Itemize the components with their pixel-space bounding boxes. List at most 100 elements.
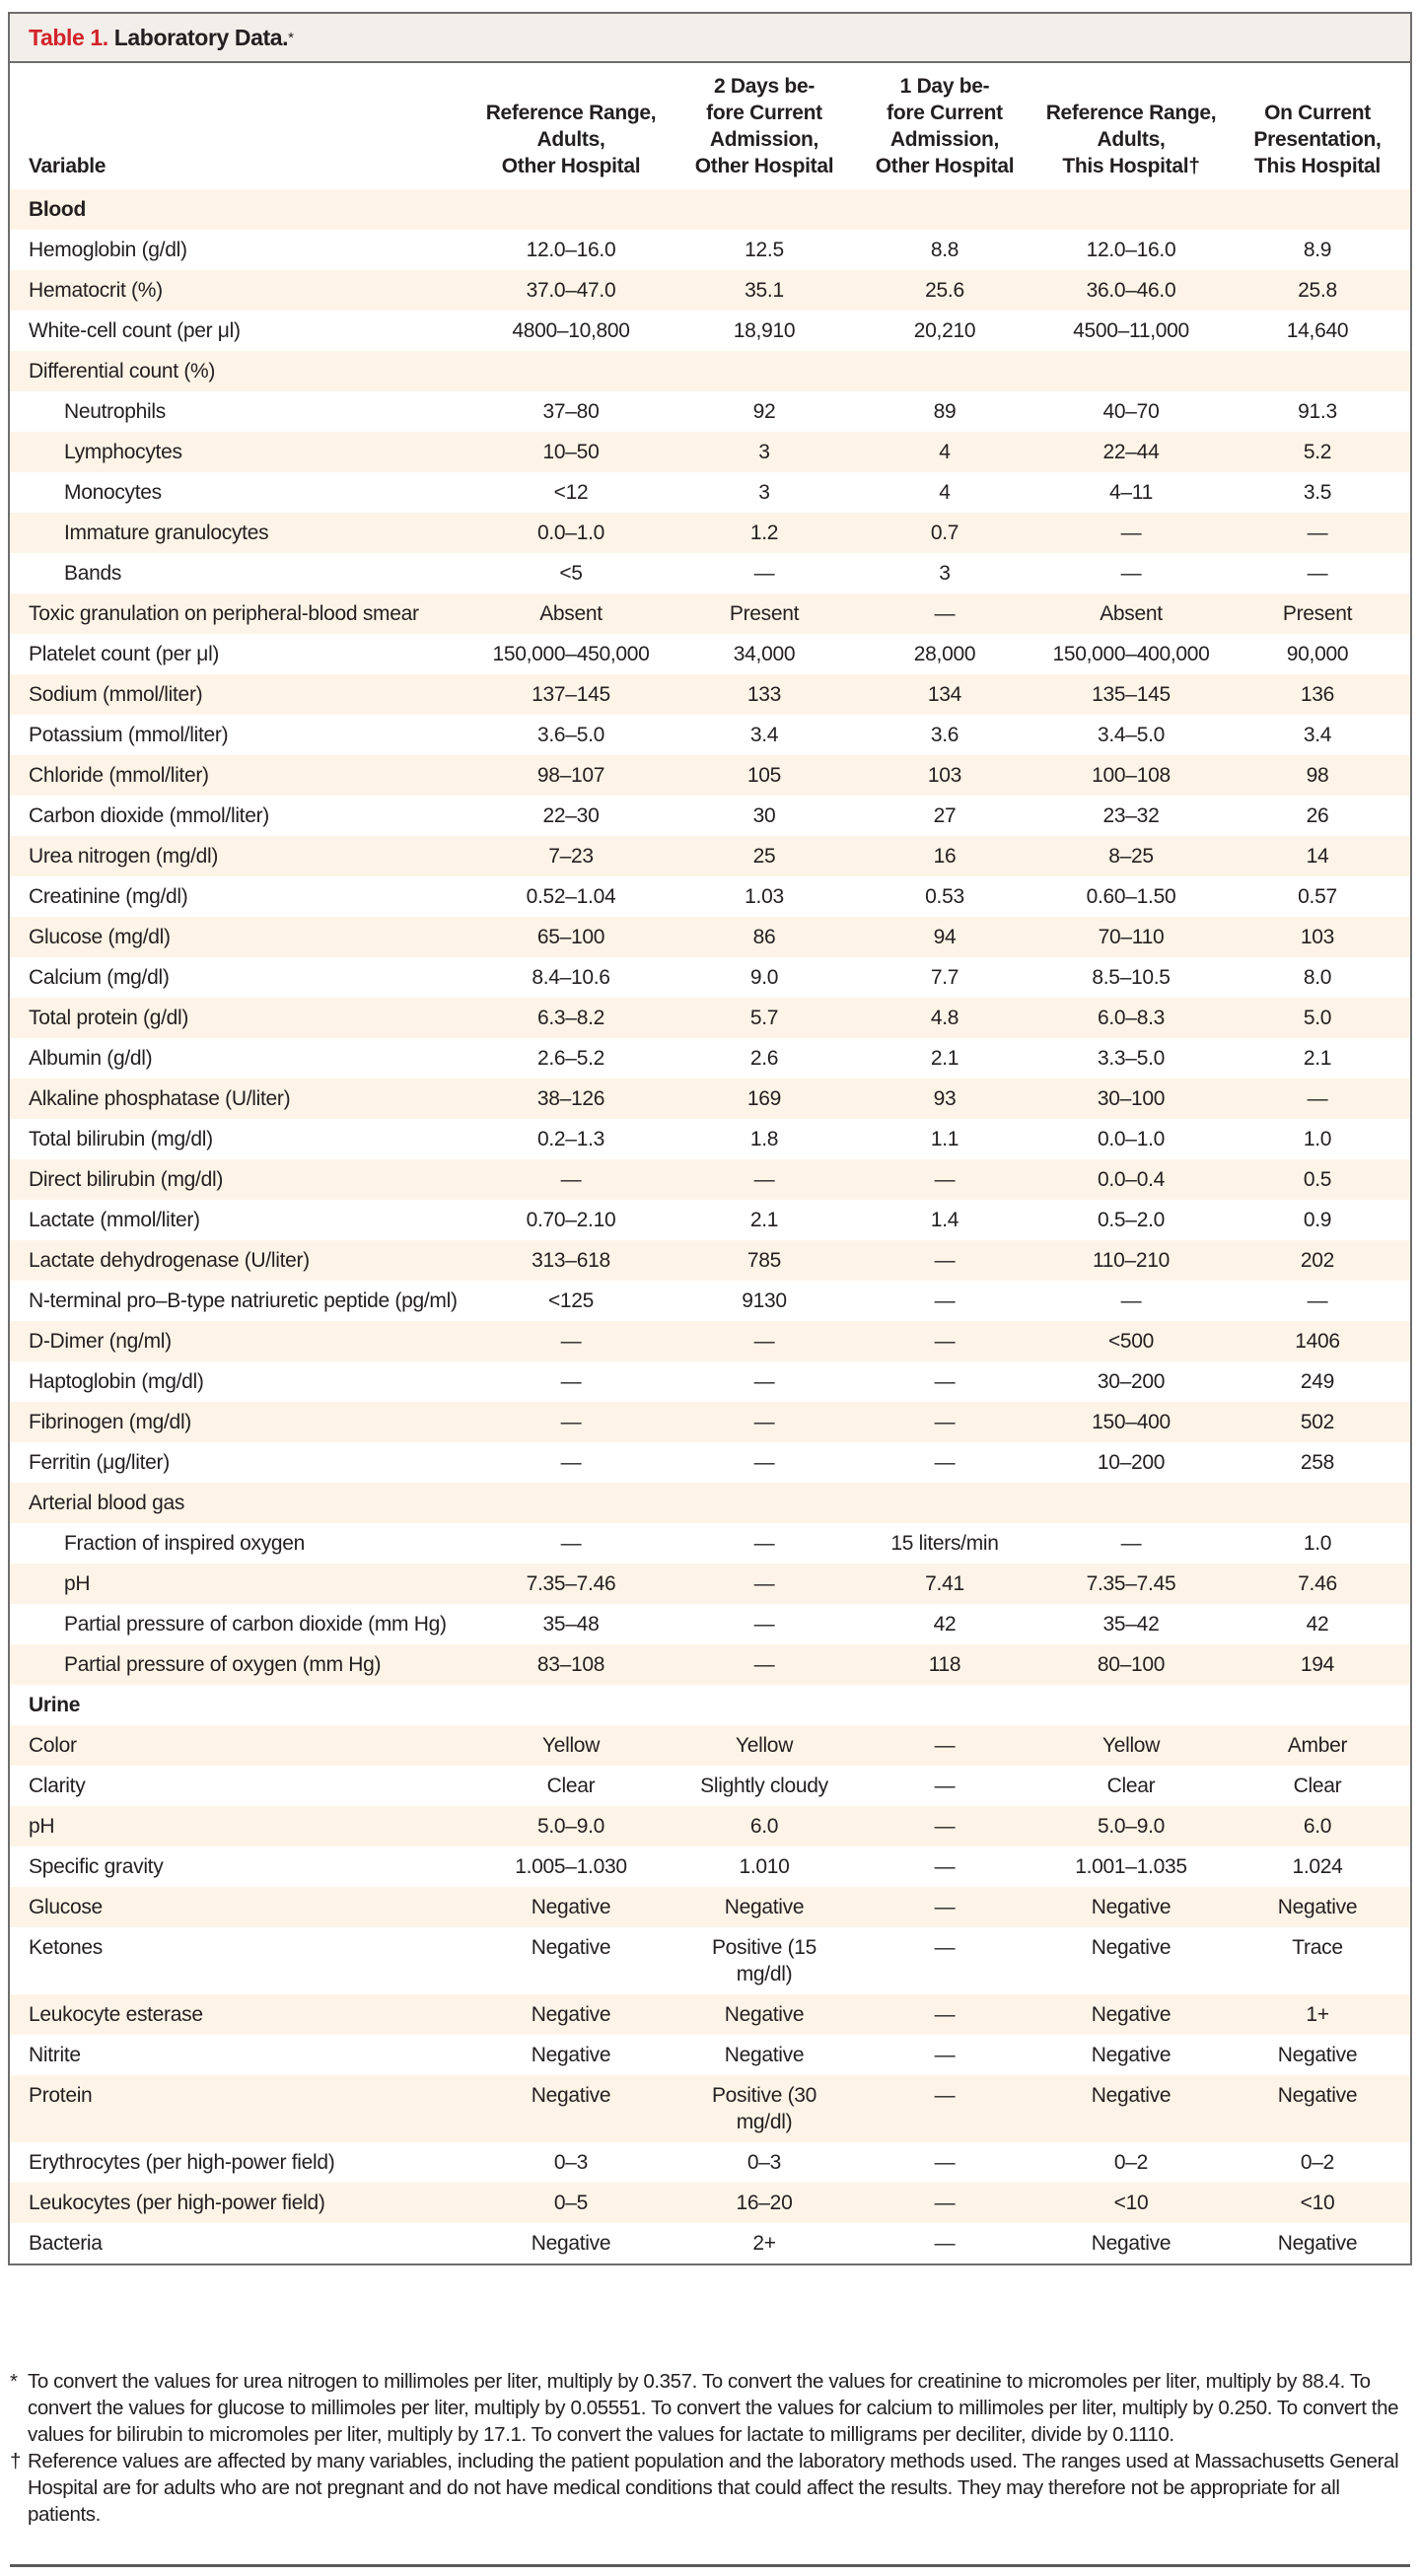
- variable-cell: Bacteria: [10, 2223, 465, 2263]
- value-cell: 12.5: [676, 230, 852, 270]
- table-row: Sodium (mmol/liter) 137–145 133 134 135–145 1…: [10, 674, 1410, 715]
- value-cell: 7.35–7.45: [1037, 1564, 1225, 1604]
- variable-label: pH: [29, 1815, 55, 1838]
- variable-label: Urea nitrogen (mg/dl): [29, 845, 219, 868]
- value: 91.3: [1298, 400, 1337, 423]
- value-cell: Amber: [1225, 1725, 1410, 1766]
- table-row: Differential count (%): [10, 351, 1410, 391]
- value-cell: 98–107: [465, 755, 676, 796]
- value-cell: 2.6: [676, 1038, 852, 1079]
- value: 36.0–46.0: [1086, 279, 1176, 302]
- value-cell: —: [852, 2142, 1037, 2183]
- table-row: Bands <5 — 3 — —: [10, 553, 1410, 593]
- value-cell: [465, 189, 676, 230]
- value-cell: 100–108: [1037, 755, 1225, 796]
- value: —: [934, 2044, 956, 2066]
- value: 70–110: [1098, 926, 1165, 948]
- value: Negative: [531, 1936, 611, 1959]
- value-cell: 4800–10,800: [465, 311, 676, 351]
- value-cell: Positive (30 mg/dl): [676, 2075, 852, 2142]
- value-cell: 16: [852, 836, 1037, 876]
- value: Negative: [1091, 2232, 1172, 2255]
- variable-cell: Fraction of inspired oxygen: [10, 1523, 465, 1564]
- value-cell: 80–100: [1037, 1644, 1225, 1685]
- value-cell: Negative: [1225, 1887, 1410, 1927]
- value: 4800–10,800: [512, 319, 630, 342]
- table-row: Chloride (mmol/liter) 98–107 105 103 100–108…: [10, 755, 1410, 796]
- value: 249: [1300, 1370, 1335, 1393]
- value-cell: 28,000: [852, 634, 1037, 674]
- variable-label: Alkaline phosphatase (U/liter): [29, 1087, 291, 1110]
- value-cell: 3: [852, 553, 1037, 593]
- value-cell: 92: [676, 391, 852, 432]
- value: Negative: [1277, 2044, 1358, 2066]
- value: 10–50: [542, 441, 600, 463]
- value: 100–108: [1092, 764, 1171, 787]
- variable-cell: Ketones: [10, 1927, 465, 1994]
- value-cell: Slightly cloudy: [676, 1766, 852, 1806]
- value-cell: 5.2: [1225, 432, 1410, 472]
- value: 30: [752, 804, 776, 827]
- value-cell: 0.0–0.4: [1037, 1159, 1225, 1200]
- table-row: Fraction of inspired oxygen — — 15 liters/m…: [10, 1523, 1410, 1564]
- value-cell: 3.5: [1225, 472, 1410, 513]
- value-cell: —: [852, 1361, 1037, 1402]
- value: 110–210: [1092, 1249, 1171, 1272]
- value-cell: Yellow: [465, 1725, 676, 1766]
- value-cell: <125: [465, 1281, 676, 1321]
- value: 26: [1306, 804, 1329, 827]
- value: —: [753, 562, 775, 585]
- value-cell: Yellow: [676, 1725, 852, 1766]
- value: 4500–11,000: [1073, 319, 1189, 342]
- value: 30–200: [1097, 1370, 1166, 1393]
- value: 7.46: [1298, 1572, 1337, 1595]
- value: 28,000: [913, 643, 976, 665]
- value-cell: —: [852, 1994, 1037, 2035]
- value-cell: —: [465, 1321, 676, 1361]
- table-row: Ketones Negative Positive (15 mg/dl) — Negat…: [10, 1927, 1410, 1994]
- variable-cell: Platelet count (per μl): [10, 634, 465, 674]
- value-cell: Clear: [465, 1766, 676, 1806]
- value-cell: Negative: [465, 2075, 676, 2142]
- variable-cell: Lactate dehydrogenase (U/liter): [10, 1240, 465, 1281]
- value: 93: [933, 1087, 957, 1110]
- value-cell: 10–50: [465, 432, 676, 472]
- value: 1.024: [1292, 1855, 1343, 1878]
- variable-cell: Chloride (mmol/liter): [10, 755, 465, 796]
- value: 20,210: [913, 319, 976, 342]
- value-cell: Negative: [1037, 2035, 1225, 2075]
- value-cell: 16–20: [676, 2183, 852, 2223]
- footnote-symbol: *: [10, 2370, 18, 2393]
- value-cell: —: [1225, 553, 1410, 593]
- variable-label: Bands: [64, 562, 122, 585]
- header-current-presentation: On Current Presentation, This Hospital: [1253, 102, 1382, 177]
- value-cell: —: [852, 1887, 1037, 1927]
- value: 22–30: [542, 804, 600, 827]
- value: 0.60–1.50: [1086, 885, 1176, 908]
- value: 0.7: [930, 522, 959, 544]
- table-row: Fibrinogen (mg/dl) — — — 150–400 502: [10, 1402, 1410, 1442]
- value: 1.03: [745, 885, 784, 908]
- value-cell: 35.1: [676, 270, 852, 311]
- variable-label: Glucose: [29, 1896, 103, 1918]
- variable-cell: Toxic granulation on peripheral-blood sm…: [10, 593, 465, 634]
- value: 134: [927, 683, 962, 706]
- value-cell: 42: [1225, 1604, 1410, 1644]
- value: Clear: [1106, 1775, 1156, 1797]
- value-cell: Clear: [1225, 1766, 1410, 1806]
- value-cell: —: [676, 1604, 852, 1644]
- variable-cell: Neutrophils: [10, 391, 465, 432]
- value: 92: [752, 400, 776, 423]
- laboratory-data-table-frame: Table 1. Laboratory Data. * Variable Ref…: [8, 12, 1412, 2265]
- value: 7–23: [548, 845, 594, 868]
- value-cell: 89: [852, 391, 1037, 432]
- value-cell: Present: [676, 593, 852, 634]
- table-row: N-terminal pro–B-type natriuretic peptid…: [10, 1281, 1410, 1321]
- value: 94: [933, 926, 957, 948]
- table-row: Total protein (g/dl) 6.3–8.2 5.7 4.8 6.0–8.3…: [10, 998, 1410, 1038]
- table-row: Calcium (mg/dl) 8.4–10.6 9.0 7.7 8.5–10.5 8.0: [10, 957, 1410, 998]
- value-cell: 1.4: [852, 1200, 1037, 1240]
- value-cell: —: [676, 1159, 852, 1200]
- value: —: [934, 1370, 956, 1393]
- value: 1.1: [930, 1128, 959, 1150]
